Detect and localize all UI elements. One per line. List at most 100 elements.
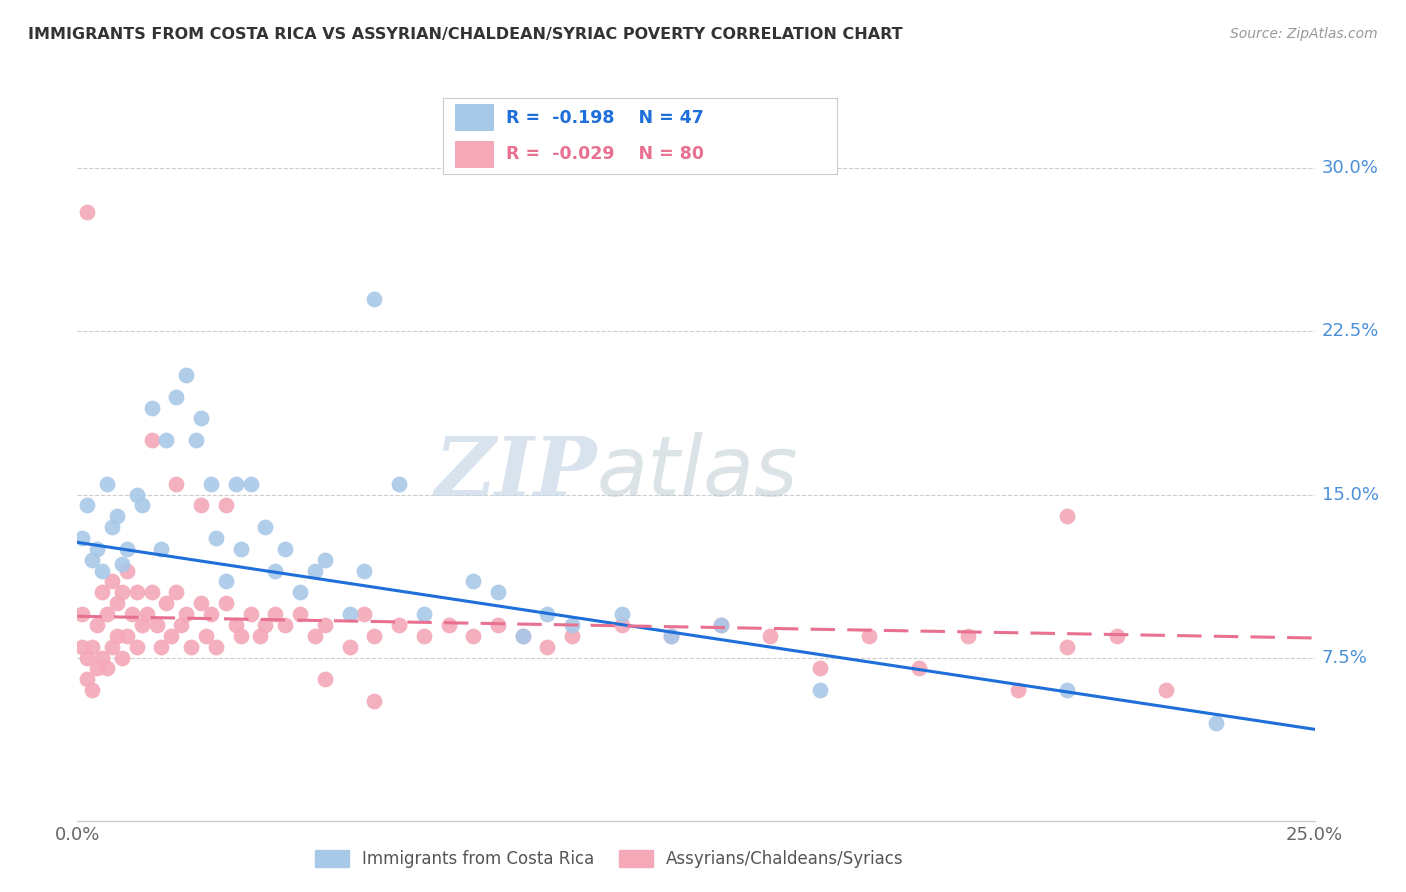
Point [76, 499, 98, 513]
Point [111, 650, 134, 665]
Point [205, 531, 228, 545]
Point [180, 640, 202, 654]
Point [264, 564, 287, 578]
Point [264, 607, 287, 621]
Point [141, 401, 163, 415]
Point [141, 585, 163, 599]
Legend: Immigrants from Costa Rica, Assyrians/Chaldeans/Syriacs: Immigrants from Costa Rica, Assyrians/Ch… [308, 844, 910, 875]
Point [229, 629, 252, 643]
Point [610, 607, 633, 621]
Point [710, 618, 733, 632]
Point [249, 629, 271, 643]
Point [86, 618, 108, 632]
Text: 7.5%: 7.5% [1322, 648, 1368, 666]
Text: 30.0%: 30.0% [1322, 160, 1378, 178]
Point [363, 292, 385, 306]
Point [200, 476, 222, 491]
Point [115, 629, 138, 643]
Point [339, 640, 361, 654]
Point [1056, 509, 1078, 524]
Point [274, 618, 297, 632]
Point [72, 640, 94, 654]
Point [111, 557, 134, 571]
Point [353, 564, 375, 578]
Point [170, 618, 193, 632]
Point [131, 618, 153, 632]
Point [155, 433, 177, 447]
Point [76, 673, 98, 687]
Text: Source: ZipAtlas.com: Source: ZipAtlas.com [1230, 27, 1378, 41]
Point [412, 629, 434, 643]
Point [363, 629, 385, 643]
Point [486, 585, 509, 599]
Text: ZIP: ZIP [434, 433, 598, 513]
Point [82, 683, 104, 698]
Point [96, 476, 118, 491]
Point [150, 541, 173, 556]
Point [115, 541, 138, 556]
Point [808, 683, 831, 698]
Point [121, 607, 143, 621]
Point [437, 618, 460, 632]
Point [101, 640, 124, 654]
Point [339, 607, 361, 621]
Point [91, 585, 114, 599]
Text: 22.5%: 22.5% [1322, 322, 1379, 341]
Point [659, 629, 682, 643]
Point [174, 368, 197, 382]
Bar [454, 104, 494, 131]
Point [105, 509, 128, 524]
Point [225, 476, 247, 491]
Point [205, 640, 228, 654]
Point [190, 411, 212, 425]
Text: 15.0%: 15.0% [1322, 485, 1379, 503]
Point [86, 541, 108, 556]
Point [1154, 683, 1177, 698]
Point [215, 596, 238, 610]
Point [907, 661, 929, 675]
Point [353, 607, 375, 621]
Point [304, 564, 326, 578]
Point [858, 629, 880, 643]
Point [184, 433, 207, 447]
Point [111, 585, 134, 599]
Point [225, 618, 247, 632]
Point [274, 541, 297, 556]
Point [165, 390, 187, 404]
Point [165, 476, 187, 491]
Point [215, 499, 238, 513]
Point [536, 640, 558, 654]
Point [512, 629, 534, 643]
Point [610, 618, 633, 632]
Point [76, 650, 98, 665]
Point [150, 640, 173, 654]
Point [239, 607, 262, 621]
Point [160, 629, 183, 643]
Point [254, 618, 277, 632]
Text: R =  -0.029    N = 80: R = -0.029 N = 80 [506, 145, 704, 163]
Point [561, 629, 583, 643]
Point [1056, 683, 1078, 698]
Point [145, 618, 167, 632]
Point [155, 596, 177, 610]
Text: IMMIGRANTS FROM COSTA RICA VS ASSYRIAN/CHALDEAN/SYRIAC POVERTY CORRELATION CHART: IMMIGRANTS FROM COSTA RICA VS ASSYRIAN/C… [28, 27, 903, 42]
Point [125, 585, 148, 599]
Point [388, 618, 411, 632]
Point [1105, 629, 1128, 643]
Point [135, 607, 157, 621]
Point [125, 640, 148, 654]
Point [710, 618, 733, 632]
Point [101, 574, 124, 589]
Point [105, 629, 128, 643]
Point [131, 499, 153, 513]
Point [174, 607, 197, 621]
Point [105, 596, 128, 610]
Point [125, 487, 148, 501]
Point [388, 476, 411, 491]
Point [314, 618, 336, 632]
Point [86, 661, 108, 675]
Point [314, 552, 336, 567]
Point [190, 596, 212, 610]
Point [82, 640, 104, 654]
Point [288, 607, 311, 621]
